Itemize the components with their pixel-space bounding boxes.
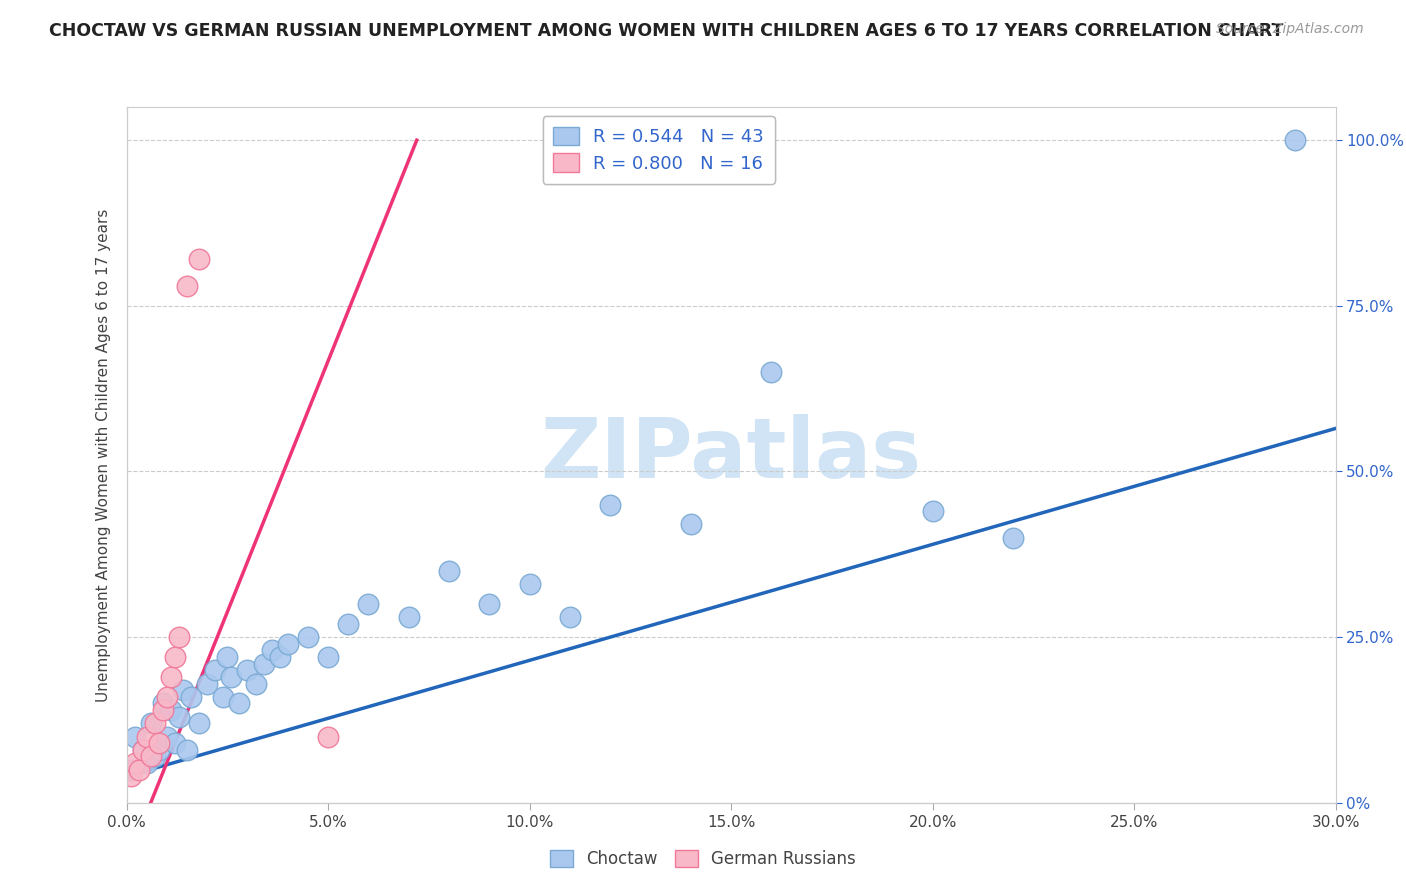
Point: [152, 703, 174, 717]
Point: [277, 637, 299, 651]
Point: [212, 690, 235, 704]
Point: [245, 676, 267, 690]
Point: [131, 743, 153, 757]
Point: [297, 630, 319, 644]
Point: [128, 763, 150, 777]
Point: [357, 597, 380, 611]
Point: [163, 650, 186, 665]
Point: [921, 504, 943, 518]
Point: [252, 657, 274, 671]
Point: [228, 697, 250, 711]
Text: CHOCTAW VS GERMAN RUSSIAN UNEMPLOYMENT AMONG WOMEN WITH CHILDREN AGES 6 TO 17 YE: CHOCTAW VS GERMAN RUSSIAN UNEMPLOYMENT A…: [49, 22, 1284, 40]
Text: Source: ZipAtlas.com: Source: ZipAtlas.com: [1216, 22, 1364, 37]
Point: [143, 716, 166, 731]
Point: [337, 616, 360, 631]
Point: [236, 663, 259, 677]
Point: [131, 743, 153, 757]
Point: [160, 703, 183, 717]
Point: [204, 663, 226, 677]
Point: [217, 650, 239, 665]
Y-axis label: Unemployment Among Women with Children Ages 6 to 17 years: Unemployment Among Women with Children A…: [96, 208, 111, 702]
Point: [135, 730, 157, 744]
Point: [156, 730, 179, 744]
Point: [269, 650, 291, 665]
Point: [1002, 531, 1025, 545]
Point: [519, 577, 541, 591]
Point: [478, 597, 501, 611]
Point: [163, 736, 186, 750]
Point: [437, 564, 460, 578]
Legend: R = 0.544   N = 43, R = 0.800   N = 16: R = 0.544 N = 43, R = 0.800 N = 16: [543, 116, 775, 184]
Point: [148, 743, 170, 757]
Point: [221, 670, 243, 684]
Point: [599, 498, 621, 512]
Point: [152, 697, 174, 711]
Point: [398, 610, 420, 624]
Point: [148, 736, 170, 750]
Point: [316, 650, 339, 665]
Point: [316, 730, 339, 744]
Point: [160, 670, 183, 684]
Point: [135, 756, 157, 770]
Point: [180, 690, 202, 704]
Point: [139, 749, 162, 764]
Point: [195, 676, 218, 690]
Point: [761, 365, 783, 379]
Point: [176, 743, 198, 757]
Point: [188, 716, 211, 731]
Point: [172, 683, 194, 698]
Point: [167, 630, 190, 644]
Point: [120, 763, 142, 777]
Point: [120, 769, 142, 783]
Point: [124, 756, 146, 770]
Legend: Choctaw, German Russians: Choctaw, German Russians: [543, 843, 863, 875]
Point: [156, 690, 179, 704]
Point: [260, 643, 283, 657]
Text: ZIPatlas: ZIPatlas: [541, 415, 921, 495]
Point: [176, 279, 198, 293]
Point: [188, 252, 211, 267]
Point: [167, 709, 190, 723]
Point: [558, 610, 581, 624]
Point: [679, 517, 702, 532]
Point: [139, 716, 162, 731]
Point: [143, 749, 166, 764]
Point: [124, 730, 146, 744]
Point: [1284, 133, 1306, 147]
